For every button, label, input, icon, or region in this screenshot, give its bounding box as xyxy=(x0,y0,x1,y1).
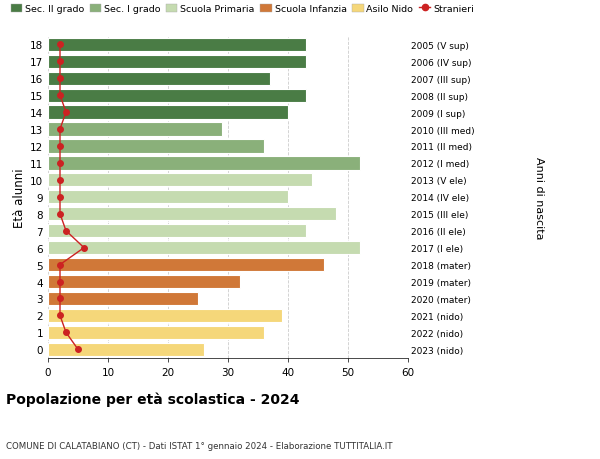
Bar xyxy=(48,258,324,272)
Bar xyxy=(48,326,264,339)
Bar xyxy=(48,343,204,356)
Bar xyxy=(48,241,360,255)
Bar xyxy=(48,56,306,69)
Bar xyxy=(48,191,288,204)
Bar xyxy=(48,106,288,119)
Y-axis label: Anni di nascita: Anni di nascita xyxy=(534,156,544,239)
Bar xyxy=(48,309,282,322)
Bar xyxy=(48,39,306,52)
Bar xyxy=(48,174,312,187)
Bar xyxy=(48,275,240,289)
Bar xyxy=(48,123,222,136)
Legend: Sec. II grado, Sec. I grado, Scuola Primaria, Scuola Infanzia, Asilo Nido, Stran: Sec. II grado, Sec. I grado, Scuola Prim… xyxy=(11,5,474,14)
Bar xyxy=(48,73,270,85)
Y-axis label: Età alunni: Età alunni xyxy=(13,168,26,227)
Bar xyxy=(48,224,306,238)
Text: Popolazione per età scolastica - 2024: Popolazione per età scolastica - 2024 xyxy=(6,392,299,406)
Bar xyxy=(48,90,306,102)
Bar xyxy=(48,140,264,153)
Bar xyxy=(48,157,360,170)
Bar xyxy=(48,207,336,221)
Bar xyxy=(48,292,198,305)
Text: COMUNE DI CALATABIANO (CT) - Dati ISTAT 1° gennaio 2024 - Elaborazione TUTTITALI: COMUNE DI CALATABIANO (CT) - Dati ISTAT … xyxy=(6,441,392,450)
